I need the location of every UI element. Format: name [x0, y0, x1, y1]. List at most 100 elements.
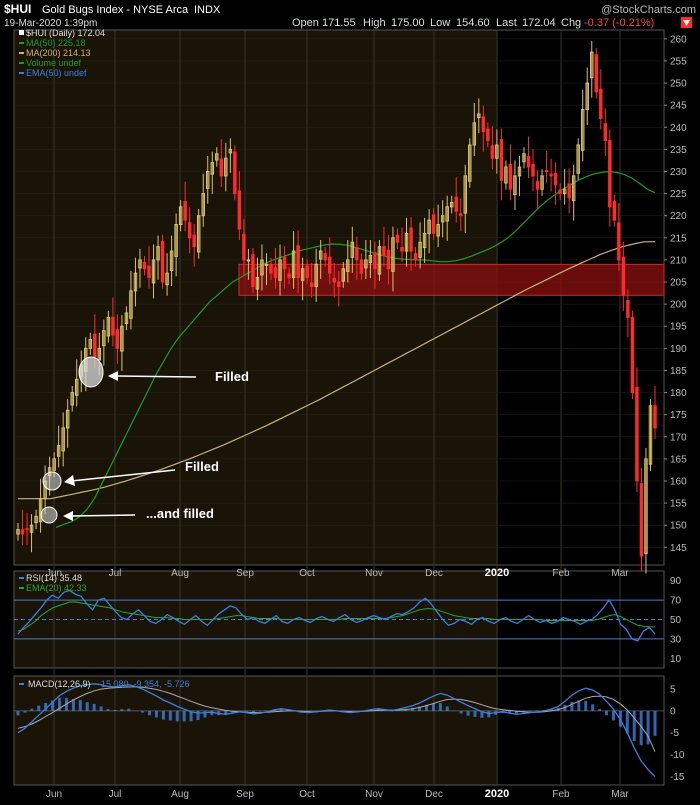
- candle-body: [463, 175, 467, 214]
- candle-body: [233, 151, 237, 195]
- candle-body: [359, 259, 364, 274]
- legend-ma200: MA(200) 214.13: [26, 48, 91, 58]
- candle-body: [585, 82, 589, 111]
- x-tick-label: Mar: [611, 789, 629, 800]
- macd-histogram-bar: [196, 710, 200, 721]
- macd-histogram-bar: [653, 710, 657, 736]
- candle-body: [373, 252, 377, 270]
- candle-body: [102, 330, 106, 347]
- candle-body: [34, 515, 38, 524]
- macd-bg-2019: [14, 676, 497, 785]
- candle-body: [88, 339, 93, 349]
- candle-body: [445, 206, 449, 222]
- x-tick-label: Jun: [46, 789, 62, 800]
- legend-ma50: MA(50) 225.18: [26, 38, 86, 48]
- candle-body: [147, 265, 151, 279]
- candle-body: [74, 378, 79, 396]
- macd-histogram-bar: [224, 710, 228, 715]
- candle-body: [341, 268, 346, 282]
- annotation-filled-1: Filled: [215, 369, 249, 384]
- candle-body: [278, 259, 282, 281]
- x-tick-label: Nov: [365, 568, 383, 579]
- macd-histogram-bar: [508, 710, 512, 714]
- resistance-zone-rect: [238, 263, 665, 296]
- macd-histogram-bar: [625, 710, 629, 734]
- price-y-tick-label: 210: [670, 255, 687, 266]
- candle-body: [468, 144, 472, 182]
- x-tick-label: Nov: [365, 789, 383, 800]
- candle-body: [183, 201, 187, 221]
- macd-histogram-bar: [418, 706, 422, 711]
- price-y-tick-label: 145: [670, 543, 687, 554]
- macd-histogram-bar: [175, 710, 179, 722]
- macd-histogram-bar: [71, 699, 75, 711]
- candle-body: [237, 190, 242, 230]
- macd-panel: 5 0 -5 -10 -15: [14, 683, 685, 783]
- x-tick-label: Aug: [171, 568, 189, 579]
- macd-histogram-bar: [459, 710, 463, 714]
- price-y-tick-label: 150: [670, 521, 687, 532]
- candle-body: [459, 213, 463, 217]
- candle-body: [25, 528, 29, 531]
- candle-body: [56, 445, 61, 457]
- price-y-tick-label: 260: [670, 34, 687, 45]
- candle-body: [553, 172, 558, 186]
- candle-body: [526, 155, 531, 168]
- price-y-tick-label: 220: [670, 211, 687, 222]
- candle-body: [382, 246, 386, 256]
- rsi-legend: RSI(14) 35.48 EMA(20) 42.33: [19, 573, 87, 593]
- arrow-line-3: [69, 514, 136, 517]
- ma200-path: [18, 241, 656, 500]
- candle-body: [364, 259, 368, 269]
- rsi-legend-rsi: RSI(14) 35.48: [26, 573, 82, 583]
- rsi-y-tick-label: 90: [670, 576, 682, 587]
- macd-histogram-bar: [605, 710, 609, 716]
- macd-y-tick-label: -5: [670, 728, 679, 739]
- gap-circle-2: [42, 471, 62, 491]
- macd-histogram-bar: [189, 710, 193, 722]
- macd-y-tick-label: 0: [670, 706, 676, 717]
- candle-body: [120, 325, 124, 352]
- macd-histogram-bar: [44, 703, 48, 711]
- x-tick-label: Feb: [552, 568, 570, 579]
- high-value: 175.00: [391, 17, 425, 29]
- macd-histogram-bar: [168, 710, 172, 721]
- x-tick-label: Oct: [299, 789, 315, 800]
- macd-histogram-bar: [355, 710, 359, 712]
- candle-body: [332, 277, 336, 283]
- candle-body: [418, 241, 422, 258]
- price-y-tick-label: 250: [670, 79, 687, 90]
- x-tick-label: Sep: [236, 789, 254, 800]
- candle-body: [192, 234, 196, 248]
- macd-histogram-bar: [51, 700, 55, 711]
- resistance-zone: [238, 263, 665, 296]
- macd-histogram-bar: [23, 710, 27, 713]
- candle-body: [337, 281, 341, 287]
- candle-body: [391, 237, 395, 272]
- candle-body: [287, 273, 291, 279]
- candle-body: [215, 153, 219, 161]
- rsi-y-tick-label: 70: [670, 596, 682, 607]
- timestamp: 19-Mar-2020 1:39pm: [4, 18, 97, 29]
- candle-body: [355, 247, 359, 261]
- candle-body: [206, 170, 210, 189]
- candle-body: [594, 54, 599, 93]
- candle-body: [133, 272, 138, 292]
- macd-histogram-bar: [127, 708, 131, 711]
- macd-histogram-bar: [431, 703, 435, 711]
- macd-histogram-bar: [279, 708, 283, 711]
- candle-body: [517, 166, 522, 177]
- candle-body: [440, 215, 445, 223]
- x-tick-label: 2020: [485, 567, 509, 579]
- candle-body: [513, 175, 517, 195]
- macd-legend-label: MACD(12,26,9): [28, 679, 91, 689]
- candle-body: [65, 409, 70, 429]
- low-value: 154.60: [456, 17, 490, 29]
- x-tick-label: Mar: [611, 568, 629, 579]
- candle-body: [282, 256, 287, 270]
- candle-body: [404, 232, 409, 252]
- candle-body: [29, 524, 34, 533]
- candle-body: [571, 175, 576, 202]
- macd-bg-2020: [497, 676, 664, 785]
- macd-histogram-bar: [466, 710, 470, 716]
